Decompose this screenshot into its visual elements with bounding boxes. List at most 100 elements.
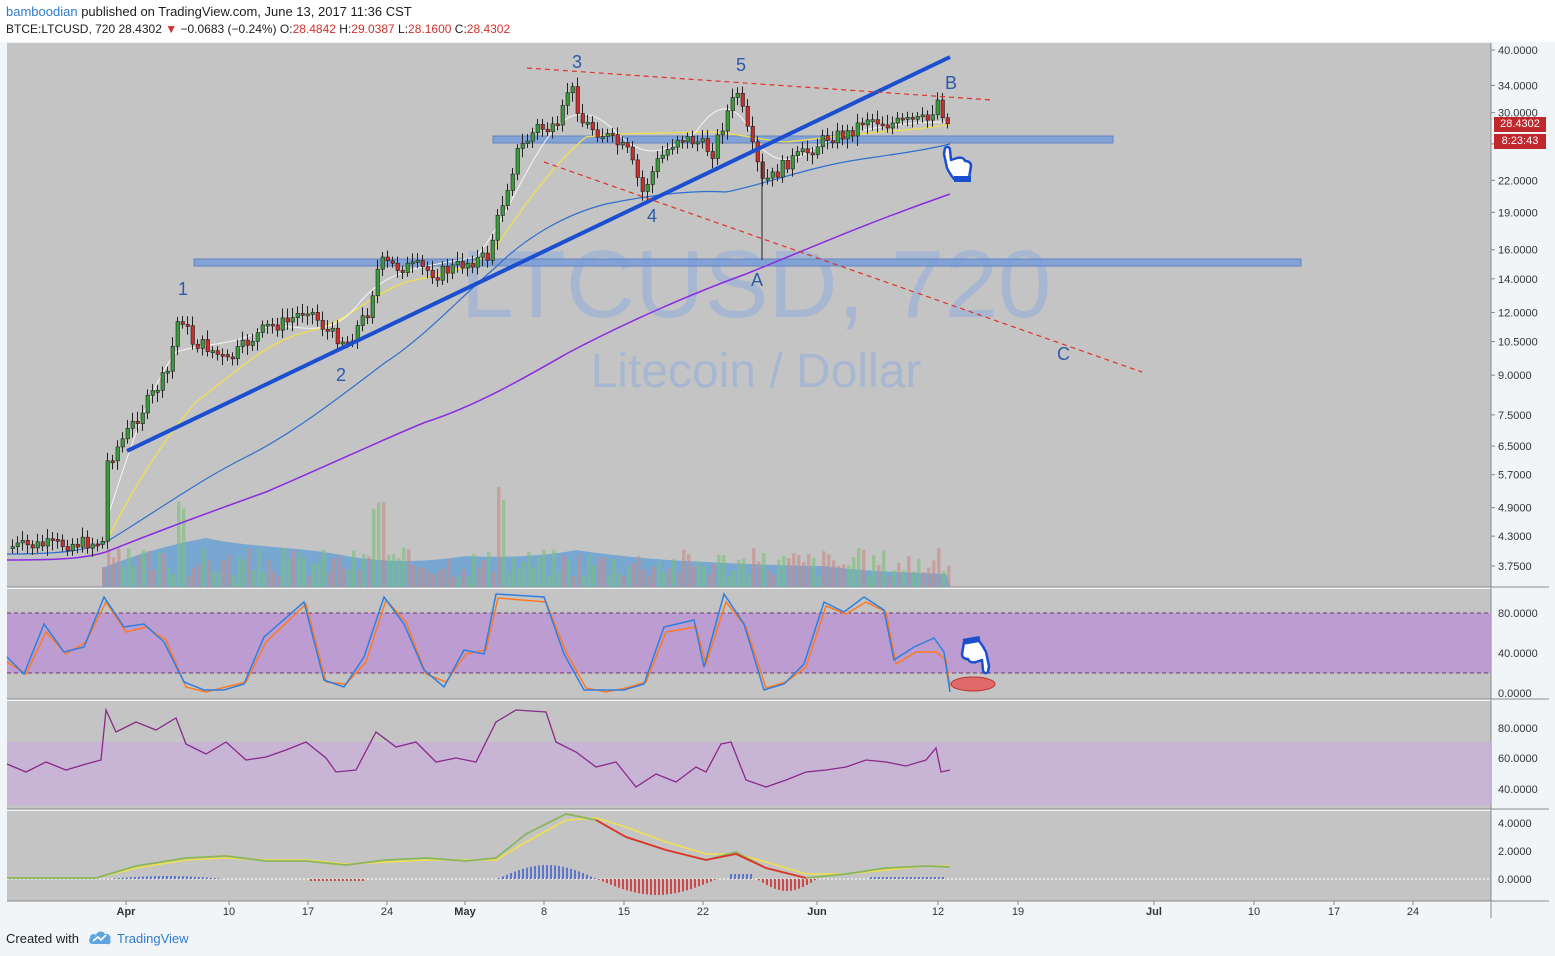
volume-bar: [447, 558, 451, 587]
chart-area[interactable]: LTCUSD, 720 Litecoin / Dollar 1 2 3 4 5 …: [6, 42, 1549, 918]
macd-axis[interactable]: 4.0000 2.0000 0.0000: [1498, 818, 1532, 886]
macd-pane[interactable]: [7, 811, 1491, 901]
macd-hist-bar: [506, 874, 508, 879]
candle-body: [945, 117, 950, 125]
candle-body: [760, 161, 765, 179]
candle-body: [720, 130, 725, 136]
macd-hist-bar: [162, 876, 164, 879]
macd-hist-bar: [706, 879, 708, 884]
candle-body: [610, 133, 615, 136]
wave-label: 1: [178, 279, 188, 299]
volume-bar: [497, 487, 501, 587]
candle-body: [895, 117, 900, 124]
volume-bar: [492, 571, 496, 587]
volume-bar: [142, 550, 146, 587]
chart-canvas[interactable]: LTCUSD, 720 Litecoin / Dollar 1 2 3 4 5 …: [6, 42, 1549, 918]
candle-body: [310, 312, 315, 315]
volume-bar: [422, 568, 426, 587]
volume-bar: [277, 576, 281, 587]
macd-hist-bar: [310, 879, 312, 881]
macd-axis-label: 2.0000: [1498, 846, 1532, 858]
macd-hist-bar: [218, 878, 220, 879]
candlestick-series[interactable]: [10, 77, 950, 557]
candle-body: [595, 129, 600, 138]
volume-bar: [872, 555, 876, 587]
candle-body: [115, 446, 120, 462]
time-axis-label: Jul: [1146, 906, 1162, 918]
support-zone-lower[interactable]: [193, 258, 1302, 267]
upper-dashed-line[interactable]: [526, 67, 993, 101]
volume-bar: [292, 550, 296, 587]
rsi-axis[interactable]: 80.0000 60.0000 40.0000: [1498, 723, 1538, 796]
ohlc-low-label: L:: [398, 22, 409, 36]
candle-body: [740, 92, 745, 107]
volume-bar: [712, 563, 716, 587]
candle-body: [680, 139, 685, 143]
candle-body: [25, 540, 30, 546]
volume-bar: [107, 548, 111, 587]
candle-body: [270, 323, 275, 327]
volume-bar: [637, 556, 641, 587]
volume-bar: [782, 555, 786, 587]
volume-bar: [707, 573, 711, 587]
ascending-trendline[interactable]: [126, 55, 951, 453]
candle-body: [65, 546, 70, 551]
macd-hist-bar: [630, 879, 632, 892]
tradingview-link[interactable]: TradingView: [117, 931, 189, 946]
macd-hist-bar: [498, 878, 500, 879]
macd-hist-bar: [770, 879, 772, 888]
macd-hist-bar: [602, 879, 604, 882]
macd-hist-bar: [618, 879, 620, 888]
macd-hist-bar: [570, 868, 572, 879]
stoch-k-line[interactable]: [6, 592, 951, 693]
candle-body: [85, 536, 90, 549]
volume-bar: [817, 576, 821, 587]
candle-body: [835, 130, 840, 144]
candle-body: [875, 119, 880, 125]
last-price: 28.4302: [118, 22, 162, 36]
candle-body: [670, 146, 675, 150]
stoch-d-line[interactable]: [6, 597, 951, 693]
footer: Created with TradingView: [0, 920, 1555, 956]
lower-dashed-line[interactable]: [543, 161, 1143, 373]
ma-white-line[interactable]: [105, 108, 951, 523]
ma-yellow-line[interactable]: [105, 123, 951, 543]
stoch-axis[interactable]: 80.0000 40.0000 0.0000: [1498, 608, 1538, 700]
candle-body: [250, 340, 255, 346]
macd-hist-bar: [510, 873, 512, 879]
candle-body: [615, 134, 620, 146]
candle-body: [420, 260, 425, 267]
volume-bar: [117, 548, 121, 587]
candle-body: [120, 438, 125, 448]
volume-bar: [157, 551, 161, 587]
macd-hist-bar: [206, 877, 208, 879]
ma-blue-line[interactable]: [6, 143, 951, 555]
volume-bar: [577, 555, 581, 587]
candle-body: [255, 332, 260, 342]
ohlc-low: 28.1600: [408, 22, 452, 36]
price-change: −0.0683 (−0.24%): [180, 22, 277, 36]
macd-hist-bar: [610, 879, 612, 885]
macd-bearish-segment[interactable]: [595, 819, 807, 879]
volume-bar: [467, 576, 471, 587]
volume-bar: [132, 566, 136, 587]
candle-body: [865, 119, 870, 126]
macd-signal-line[interactable]: [7, 817, 950, 879]
author-link[interactable]: bamboodian: [6, 4, 78, 19]
pointing-hand-icon: [942, 145, 973, 182]
macd-hist-bar: [714, 879, 716, 880]
candle-body: [830, 140, 835, 144]
candle-body: [575, 86, 580, 114]
candle-body: [630, 146, 635, 161]
ma-purple-line[interactable]: [6, 193, 951, 561]
candle-body: [685, 136, 690, 143]
wave-label: 4: [647, 206, 657, 226]
rsi-line[interactable]: [6, 707, 951, 788]
candle-body: [905, 117, 910, 120]
volume-bar: [787, 558, 791, 587]
candle-body: [410, 261, 415, 265]
time-axis[interactable]: Apr 10 17 24 May 8 15 22 Jun 12 19 Jul 10 17 24: [117, 901, 1420, 918]
volume-bar: [762, 553, 766, 587]
candle-body: [560, 105, 565, 126]
candle-body: [725, 110, 730, 132]
